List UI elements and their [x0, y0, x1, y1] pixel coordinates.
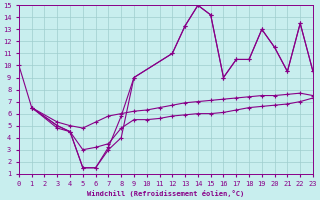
X-axis label: Windchill (Refroidissement éolien,°C): Windchill (Refroidissement éolien,°C) [87, 190, 244, 197]
